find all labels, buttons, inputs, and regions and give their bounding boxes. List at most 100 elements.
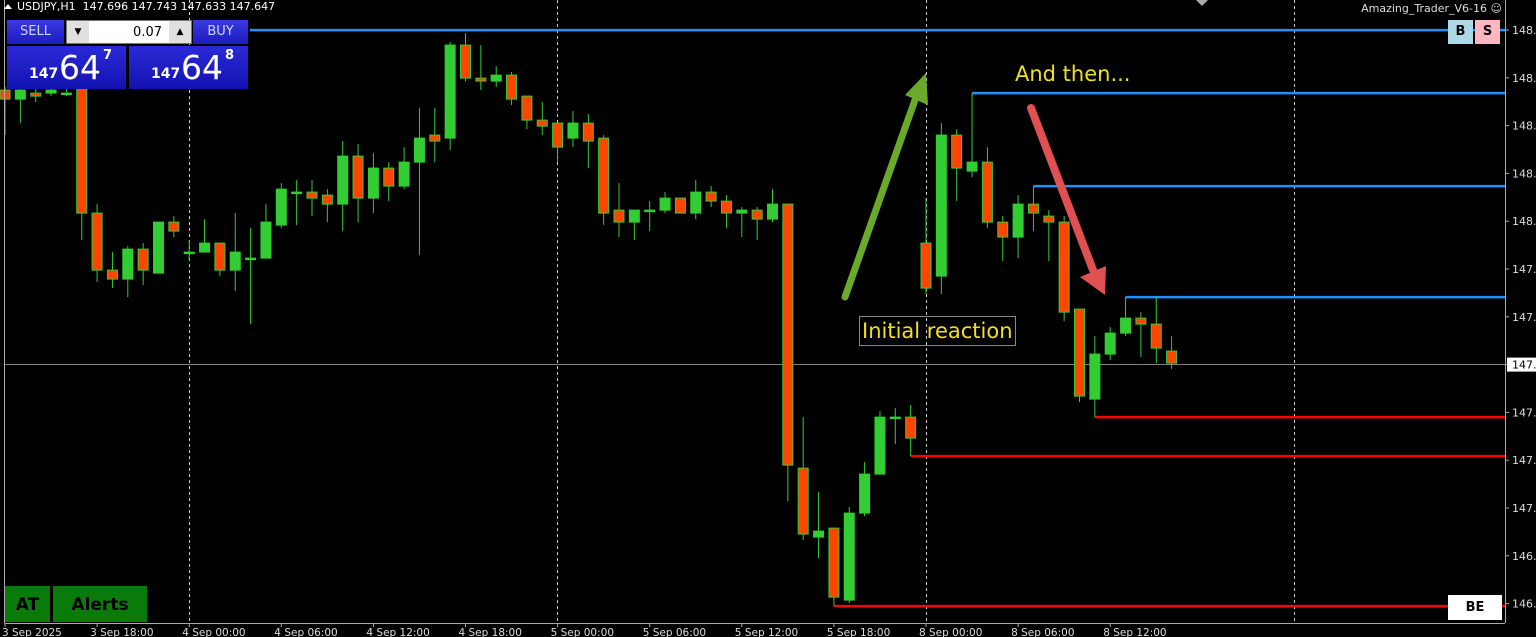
bear-candle-body [1150,323,1162,349]
candle [153,221,164,274]
candle [1150,297,1162,364]
at-button[interactable]: AT [5,586,50,622]
candle [905,405,917,457]
bull-candle-body [275,188,287,226]
candle [168,216,180,238]
bear-candle-body [521,95,533,121]
y-tick-label: 147.1 [1512,502,1536,515]
candle [106,252,118,289]
candle [1166,336,1178,370]
y-tick-label: 147.3 [1512,454,1536,467]
candle [613,183,625,238]
candle [1027,186,1039,232]
lot-size-input[interactable] [90,22,162,42]
candle [1058,216,1070,322]
candle [997,216,1009,262]
lot-stepper: ▼ ▲ [66,20,192,44]
bull-candle-body [60,92,72,96]
candle [367,153,379,214]
buy-button[interactable]: BUY [193,20,248,44]
candle [767,189,778,223]
expert-advisor-label: Amazing_Trader_V6-16 ☺ [1361,2,1502,15]
candle [567,111,579,148]
candle [966,93,978,178]
sell-button[interactable]: SELL [7,20,64,44]
bear-candle-body [30,92,42,97]
bull-candle-body [14,89,26,100]
candle [797,417,809,541]
candle [398,147,410,190]
alerts-button[interactable]: Alerts [53,586,147,622]
bear-candle-body [905,416,917,439]
candle [521,95,533,130]
candle [843,507,855,604]
bear-candle-body [106,269,118,280]
candle [1135,312,1147,358]
b-button[interactable]: B [1448,20,1473,44]
buy-price-button[interactable]: 147 64 8 [129,46,248,89]
ea-name: Amazing_Trader_V6-16 [1361,2,1488,15]
bull-candle-body [644,209,656,213]
candle [1120,297,1132,337]
candle [30,87,42,103]
x-tick-label: 8 Sep 06:00 [1011,627,1074,637]
x-tick-label: 4 Sep 00:00 [182,627,245,637]
and-then-annotation: And then... [1015,62,1131,86]
candle [859,462,871,517]
y-tick-label: 148.2 [1512,167,1536,180]
candle [352,144,364,223]
bull-candle-body [291,191,303,195]
candle [874,411,886,475]
bull-candle-body [659,197,671,211]
candle [751,207,763,241]
bear-candle-body [1166,350,1178,364]
level-lines [250,28,1505,608]
initial-reaction-annotation: Initial reaction [859,316,1016,346]
candle [229,213,241,292]
bull-candle-body [1012,203,1024,238]
break-even-button[interactable]: BE [1448,595,1502,620]
candle [813,492,825,559]
bull-candle-body [260,221,272,259]
bear-candle-body [828,527,840,598]
candle [14,87,26,124]
bear-candle-body [536,119,548,127]
x-tick-label: 8 Sep 12:00 [1103,627,1166,637]
candle [429,108,441,163]
candle [321,189,333,223]
bull-candle-body [843,512,855,601]
bull-candle-body [859,473,871,514]
bull-candle-body [767,203,778,220]
lot-increase-icon[interactable]: ▲ [169,21,191,43]
candle [951,129,963,202]
bear-candle-body [383,167,395,187]
candle [889,408,901,445]
candle [552,122,564,163]
ohlc-readout: 147.696 147.743 147.633 147.647 [82,0,276,13]
candle [1089,336,1101,418]
x-tick-label: 5 Sep 00:00 [551,627,614,637]
candle [275,183,287,229]
bear-candle-body [981,161,993,223]
bull-candle-body [229,251,241,271]
bear-candle-body [997,221,1009,238]
sell-price-big: 147 [29,66,59,82]
bull-candle-body [1120,317,1132,334]
bear-candle-body [1135,317,1147,325]
bull-candle-body [337,155,349,205]
s-button[interactable]: S [1475,20,1500,44]
x-tick-label: 5 Sep 18:00 [827,627,890,637]
lot-decrease-icon[interactable]: ▼ [67,21,89,43]
candle [690,180,702,220]
sell-price-button[interactable]: 147 64 7 [7,46,126,89]
bull-candle-body [398,161,410,187]
bull-candle-body [874,416,886,475]
bull-candle-body [45,89,57,94]
candle [920,198,932,295]
bear-candle-body [951,134,963,169]
candle [674,197,686,214]
price-axis: 148.7 148.6 148.4 148.2 148.1 147.9 147.8 147.6… [1505,24,1536,611]
bull-candle-body [966,161,978,172]
collapse-triangle-icon[interactable] [4,4,12,9]
